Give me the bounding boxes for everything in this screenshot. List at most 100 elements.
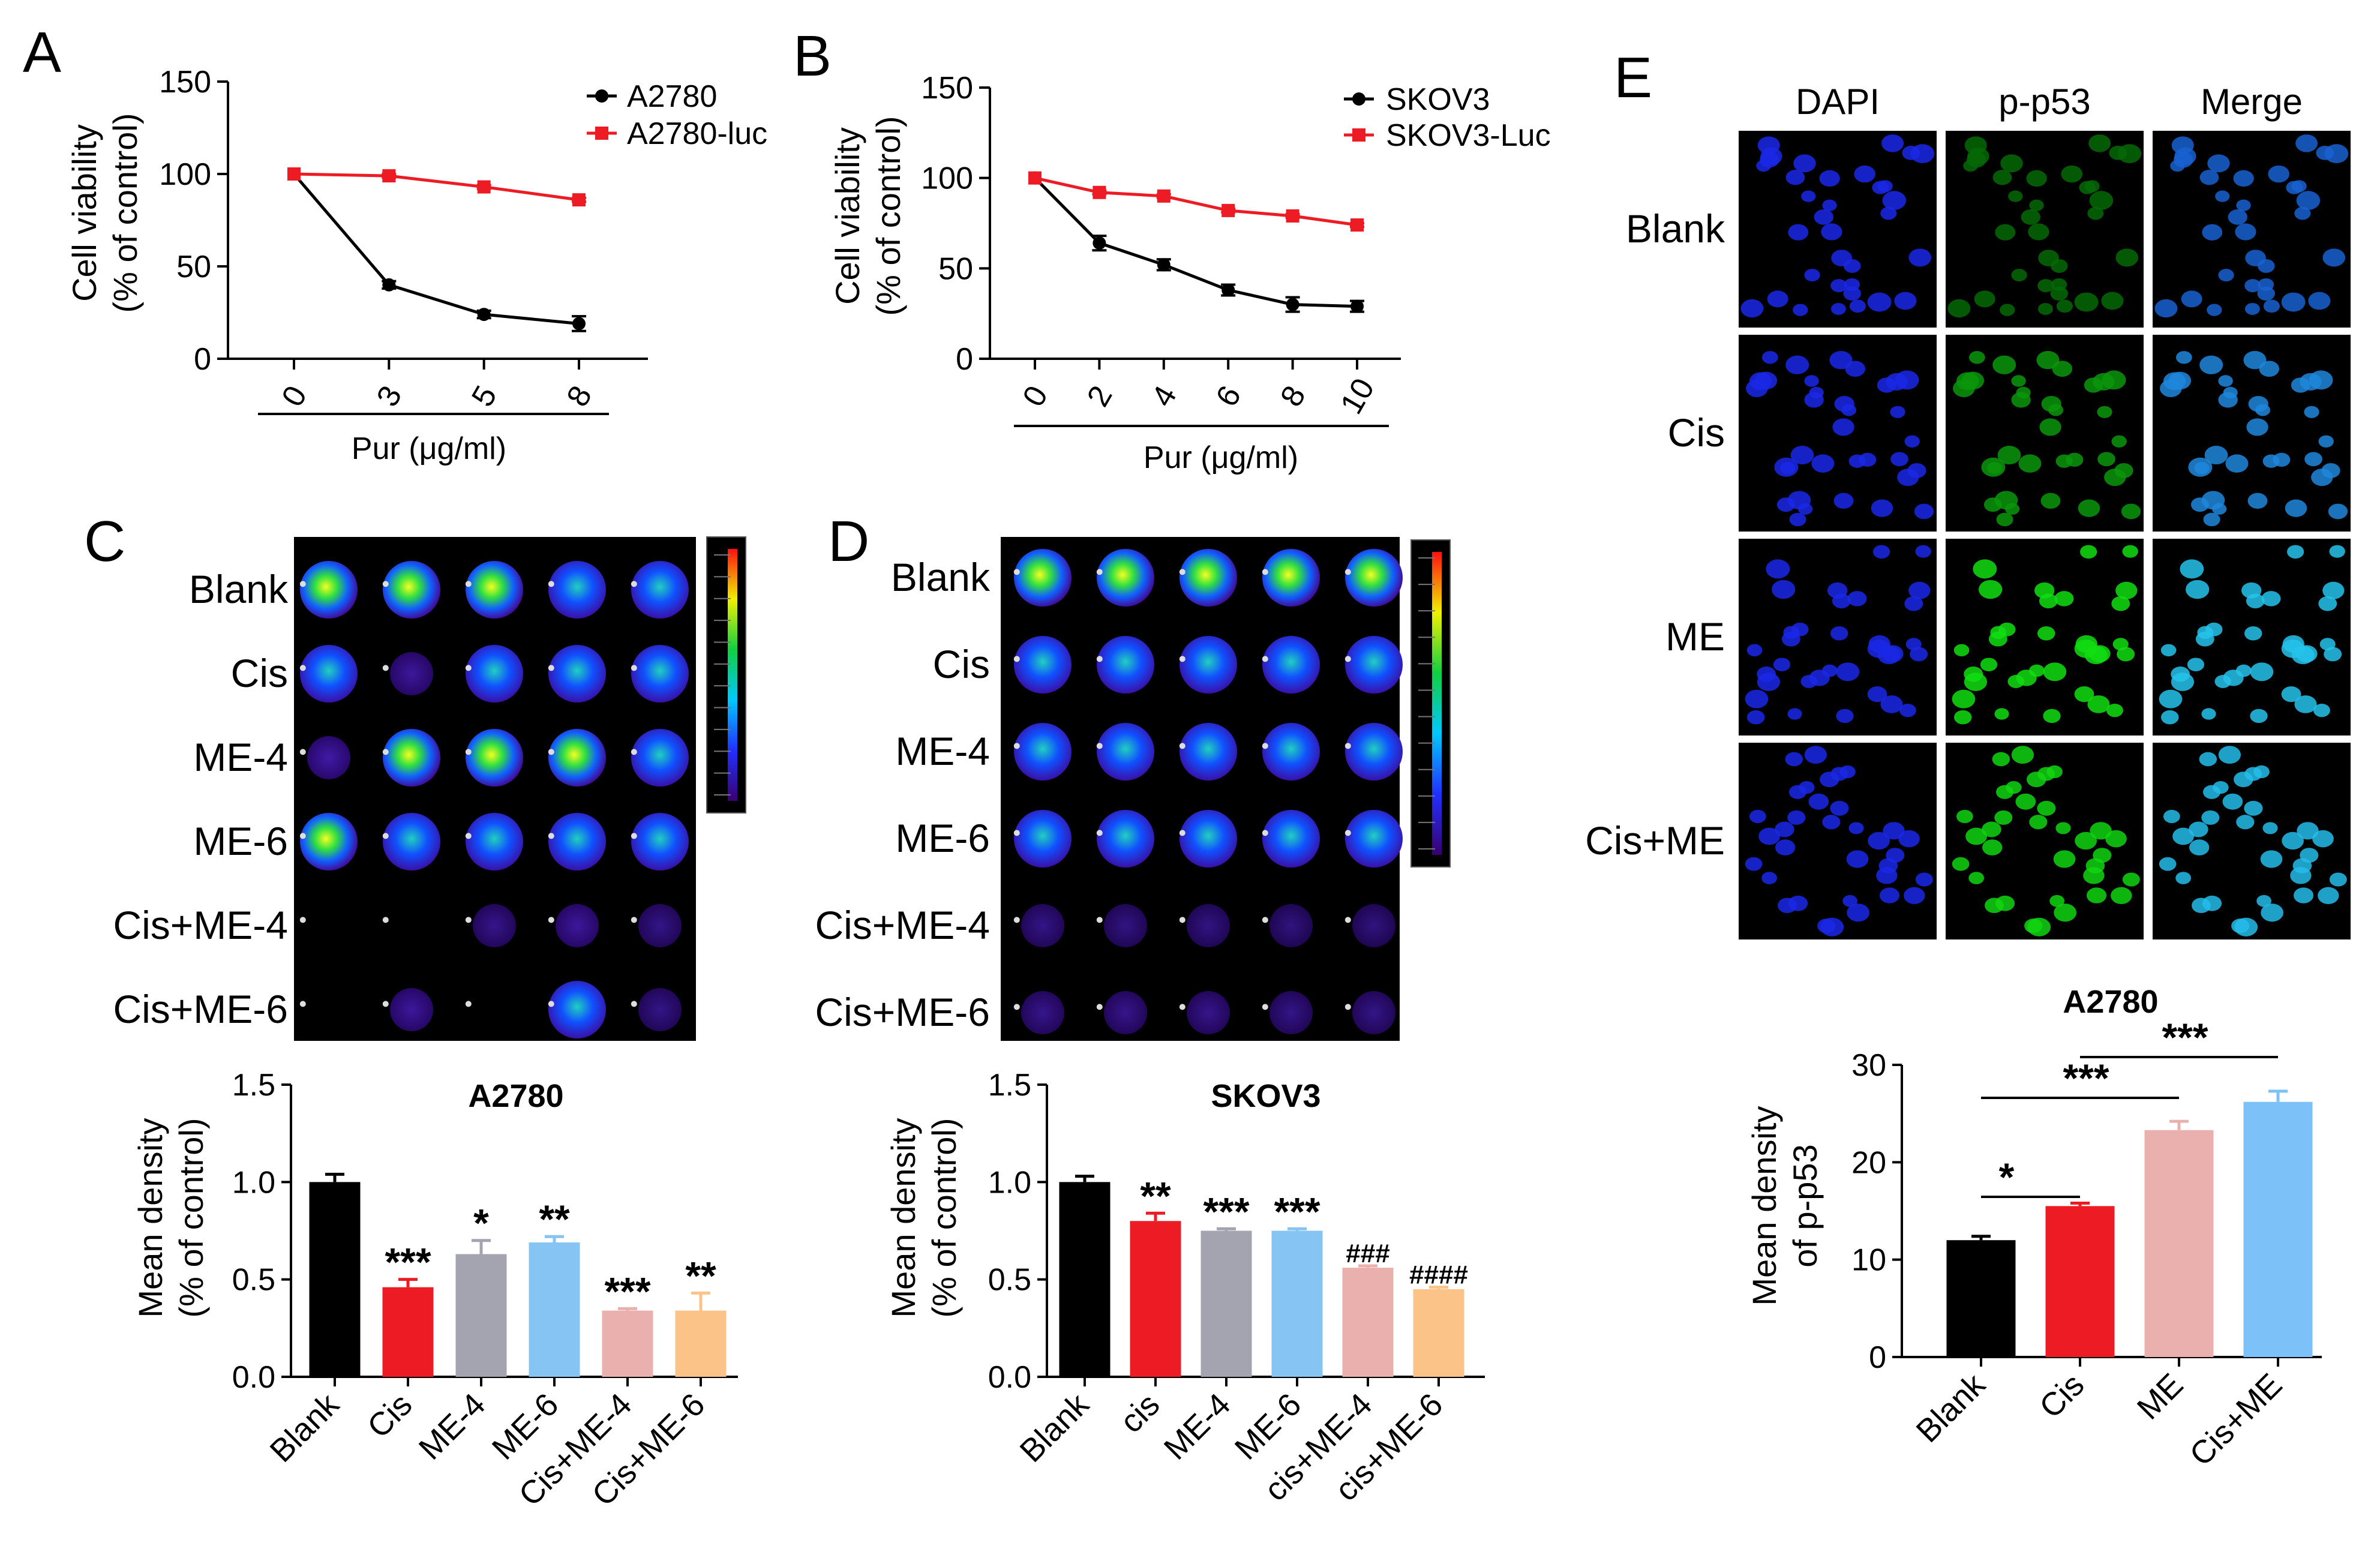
- series-line-a2780-luc: [293, 172, 580, 202]
- cell-nucleus: [2285, 499, 2307, 517]
- well-reflection: [1013, 830, 1020, 836]
- data-point: [1286, 209, 1299, 223]
- cell-nucleus: [2181, 290, 2202, 308]
- cell-nucleus: [2244, 626, 2262, 641]
- bar-cis+me-4: [1342, 1268, 1394, 1377]
- well-signal: [473, 904, 516, 947]
- cell-nucleus: [2300, 848, 2319, 863]
- cell-nucleus: [2114, 463, 2133, 478]
- well-signal: [1352, 904, 1395, 947]
- cell-nucleus: [2318, 435, 2334, 448]
- cell-nucleus: [2257, 286, 2275, 301]
- bar-cis: [1130, 1221, 1181, 1377]
- cell-nucleus: [2231, 918, 2250, 933]
- cell-nucleus: [2174, 147, 2196, 166]
- cell-nucleus: [2236, 815, 2255, 830]
- well-signal: [383, 561, 440, 619]
- cell-nucleus: [1907, 463, 1926, 478]
- cell-nucleus: [2056, 299, 2073, 313]
- cell-nucleus: [1785, 752, 1803, 767]
- y-tick-label: 0.5: [232, 1263, 275, 1298]
- cell-nucleus: [2051, 278, 2067, 291]
- y-tick-label: 20: [1851, 1145, 1886, 1180]
- data-point: [287, 167, 301, 181]
- well-reflection: [1096, 569, 1103, 575]
- cell-nucleus: [2228, 209, 2247, 225]
- cell-nucleus: [1804, 375, 1819, 387]
- cell-nucleus: [1842, 894, 1857, 907]
- well-reflection: [1179, 743, 1186, 749]
- cell-nucleus: [2008, 190, 2023, 202]
- chart-e: A2780 Mean density of p-p53 0 10 20 30 Blank…: [1745, 984, 2322, 1473]
- cell-nucleus: [2037, 767, 2055, 781]
- imaging-c: Blank Cis ME-4 ME-6 Cis+ME-4 Cis+ME-6: [113, 536, 746, 1041]
- well-signal: [1097, 810, 1154, 867]
- cell-nucleus: [2282, 831, 2304, 850]
- cell-nucleus: [2199, 170, 2219, 185]
- cell-nucleus: [2199, 355, 2223, 374]
- well-reflection: [1344, 569, 1351, 575]
- y-tick-label: 1.0: [232, 1165, 275, 1200]
- cell-nucleus: [2097, 452, 2115, 467]
- y-tick-label: 1.5: [232, 1068, 275, 1103]
- cell-nucleus: [2322, 248, 2346, 267]
- cell-nucleus: [2259, 361, 2280, 377]
- well-signal: [1180, 549, 1237, 607]
- cell-nucleus: [2039, 593, 2058, 609]
- data-point: [1157, 189, 1171, 203]
- cell-nucleus: [1915, 545, 1931, 558]
- cell-nucleus: [1883, 822, 1905, 840]
- y-tick-label: 50: [176, 250, 211, 284]
- cell-nucleus: [2186, 580, 2210, 599]
- significance-mark: ***: [604, 1269, 650, 1313]
- cell-nucleus: [1767, 290, 1788, 308]
- well-reflection: [548, 1001, 554, 1007]
- cell-nucleus: [1785, 355, 1809, 374]
- cell-nucleus: [1821, 223, 1842, 241]
- cell-nucleus: [1899, 704, 1916, 718]
- cell-nucleus: [1886, 848, 1905, 863]
- cell-nucleus: [2244, 279, 2261, 293]
- well-reflection: [1262, 569, 1268, 575]
- cell-nucleus: [1761, 351, 1778, 364]
- cell-nucleus: [1849, 299, 1866, 313]
- well-reflection: [1262, 656, 1268, 662]
- y-axis-label-line2: (% of control): [869, 116, 907, 316]
- cell-nucleus: [2083, 867, 2105, 884]
- cell-nucleus: [1967, 147, 1989, 166]
- cell-nucleus: [2281, 292, 2306, 312]
- data-point: [382, 278, 396, 292]
- cell-nucleus: [1904, 435, 1920, 448]
- well-reflection: [299, 917, 306, 923]
- cell-nucleus: [2111, 596, 2130, 611]
- cell-nucleus: [2294, 695, 2317, 713]
- cell-nucleus: [2040, 493, 2061, 509]
- cell-nucleus: [2037, 626, 2055, 641]
- cell-nucleus: [2075, 831, 2097, 850]
- color-scale-bar: [1432, 552, 1442, 855]
- cell-nucleus: [1956, 809, 1973, 824]
- cell-nucleus: [1990, 626, 2007, 640]
- cell-nucleus: [1968, 351, 1985, 364]
- well-signal: [383, 813, 440, 870]
- well-signal: [1187, 904, 1230, 947]
- cell-nucleus: [1879, 887, 1900, 903]
- cell-nucleus: [1910, 647, 1928, 662]
- cell-nucleus: [1843, 286, 1861, 301]
- well-reflection: [1262, 1004, 1268, 1010]
- well-signal: [548, 813, 606, 870]
- x-tick-label: 5: [465, 380, 504, 412]
- cell-nucleus: [2218, 746, 2241, 764]
- well-reflection: [1013, 743, 1020, 749]
- cell-nucleus: [1847, 591, 1867, 607]
- well-reflection: [465, 749, 472, 755]
- column-label-merge: Merge: [2201, 82, 2303, 122]
- bar-me-4: [455, 1254, 507, 1377]
- well-reflection: [631, 917, 637, 923]
- cell-nucleus: [1854, 165, 1876, 183]
- cell-nucleus: [2011, 375, 2026, 387]
- cell-nucleus: [2175, 872, 2192, 884]
- well-reflection: [1344, 743, 1351, 749]
- x-tick-label: 0: [1016, 380, 1055, 412]
- well-reflection: [465, 665, 472, 671]
